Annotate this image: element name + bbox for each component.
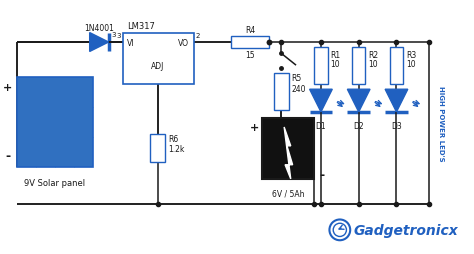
Bar <box>390 47 403 85</box>
Text: 1N4001: 1N4001 <box>84 24 114 33</box>
Text: 240: 240 <box>292 84 306 93</box>
Text: ADJ: ADJ <box>151 62 164 71</box>
Bar <box>263 118 314 179</box>
Bar <box>274 74 289 110</box>
Text: +: + <box>3 82 12 92</box>
Text: LM317: LM317 <box>128 21 155 30</box>
Polygon shape <box>310 90 332 113</box>
Bar <box>352 47 365 85</box>
Text: VO: VO <box>178 38 189 47</box>
Polygon shape <box>347 90 370 113</box>
Bar <box>231 37 269 49</box>
Text: 3: 3 <box>111 32 116 38</box>
Text: 3: 3 <box>116 33 121 39</box>
Text: 1.2k: 1.2k <box>168 144 184 153</box>
Text: VI: VI <box>128 38 135 47</box>
Text: 6V / 5Ah: 6V / 5Ah <box>272 188 304 198</box>
Text: Gadgetronicx: Gadgetronicx <box>353 223 458 237</box>
Polygon shape <box>90 34 109 52</box>
Text: 15: 15 <box>246 50 255 59</box>
Text: 2: 2 <box>195 33 200 39</box>
Text: 10: 10 <box>330 60 340 69</box>
Text: HIGH POWER LED'S: HIGH POWER LED'S <box>438 86 444 161</box>
Text: R4: R4 <box>245 25 255 34</box>
Polygon shape <box>385 90 408 113</box>
Text: 10: 10 <box>406 60 416 69</box>
Bar <box>150 134 165 162</box>
Text: D2: D2 <box>354 122 364 131</box>
Text: -: - <box>5 149 10 162</box>
Polygon shape <box>284 128 292 179</box>
Text: D1: D1 <box>316 122 326 131</box>
Text: R5: R5 <box>292 74 302 83</box>
Bar <box>17 78 92 167</box>
Text: D3: D3 <box>391 122 402 131</box>
Bar <box>314 47 328 85</box>
Text: R3: R3 <box>406 50 416 59</box>
Text: 10: 10 <box>368 60 378 69</box>
Text: R1: R1 <box>330 50 340 59</box>
Bar <box>123 34 193 85</box>
Text: R6: R6 <box>168 134 178 143</box>
Text: -: - <box>319 168 324 181</box>
Text: +: + <box>250 123 259 133</box>
Text: 9V Solar panel: 9V Solar panel <box>24 178 85 187</box>
Text: R2: R2 <box>368 50 378 59</box>
